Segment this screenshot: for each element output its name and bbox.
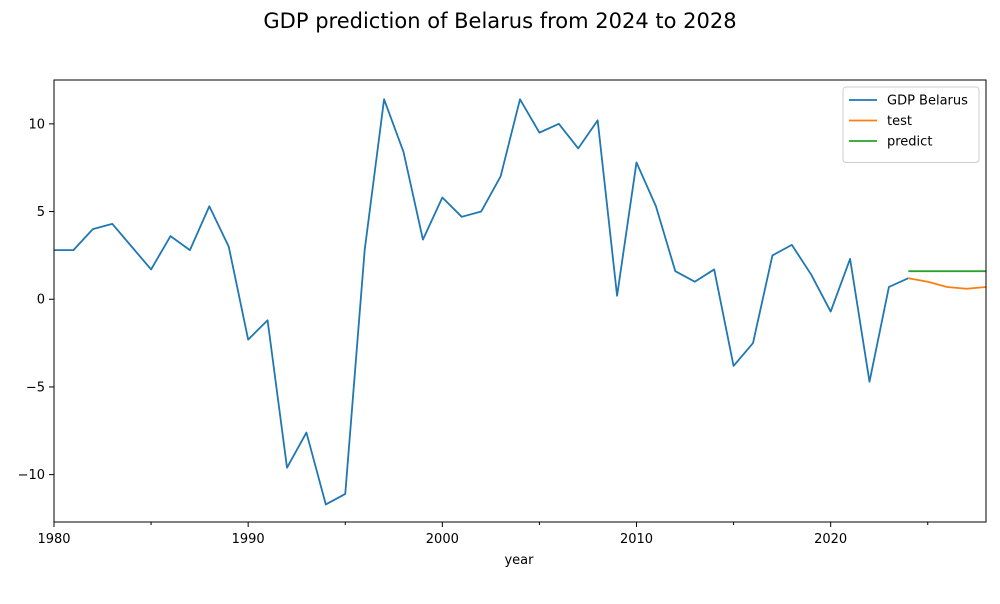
series-layer (54, 98, 986, 506)
x-tick-label: 2000 (426, 532, 459, 547)
y-tick-label: 10 (28, 117, 45, 132)
legend: GDP Belarus test predict (842, 86, 980, 163)
axes-layer (53, 79, 987, 523)
y-tick-label: −5 (26, 380, 45, 395)
x-tick-label: 2020 (814, 532, 847, 547)
series-line-gdp-belarus (54, 98, 909, 506)
y-tick-label: 5 (37, 205, 45, 220)
chart-title: GDP prediction of Belarus from 2024 to 2… (263, 9, 736, 33)
x-tick-label: 1980 (37, 532, 70, 547)
legend-label: GDP Belarus (887, 94, 968, 109)
legend-box (842, 86, 980, 163)
x-axis-label: year (504, 553, 534, 568)
x-tick-label: 1990 (232, 532, 265, 547)
y-tick-label: 0 (37, 293, 45, 308)
y-tick-label: −10 (18, 468, 45, 483)
legend-label: predict (887, 135, 932, 150)
series-line-test (908, 277, 986, 290)
legend-label: test (887, 114, 912, 129)
x-tick-label: 2010 (620, 532, 653, 547)
ticks-layer: 1980 1990 2000 2010 2020 −10 −5 0 5 10 (18, 117, 929, 547)
plot-frame (53, 79, 987, 523)
